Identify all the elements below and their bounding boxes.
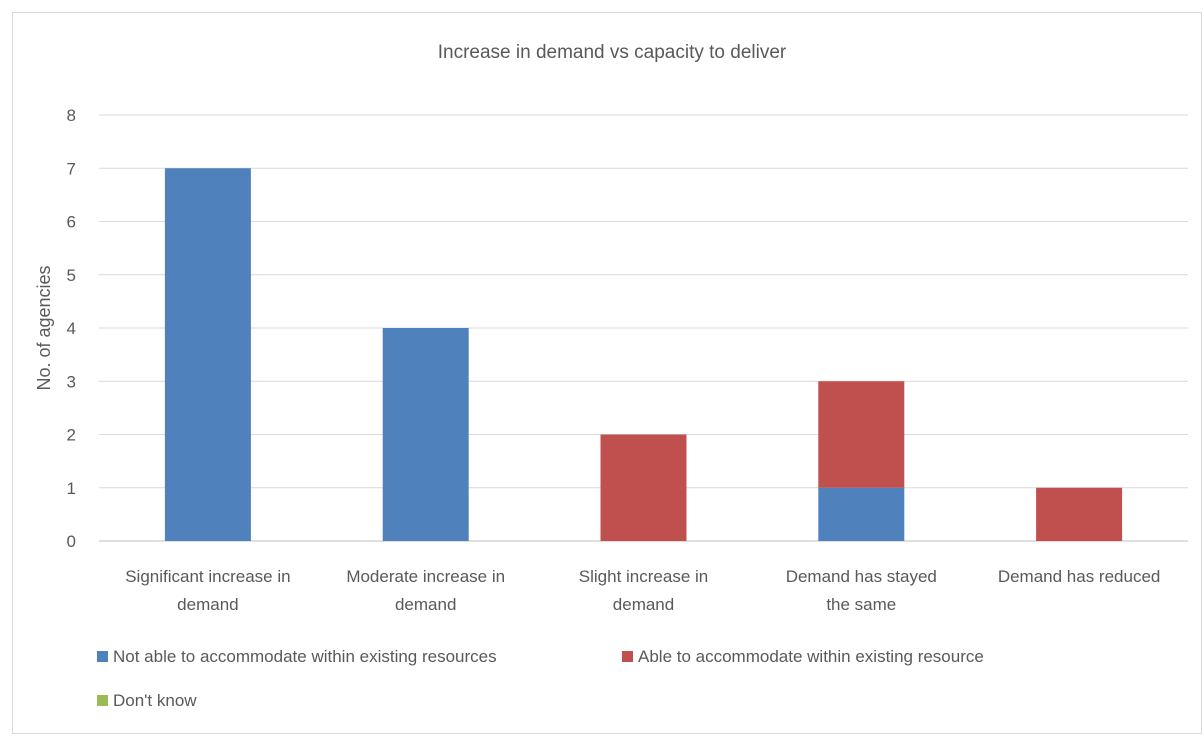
x-category-label: Significant increase in xyxy=(125,567,290,586)
bar-segment xyxy=(818,487,905,541)
legend-swatch xyxy=(97,651,108,662)
legend-label: Don't know xyxy=(113,691,197,710)
bar-segment xyxy=(1036,487,1123,541)
gridlines xyxy=(99,114,1188,542)
y-tick-label: 3 xyxy=(67,372,76,391)
x-category-label: demand xyxy=(395,595,456,614)
x-category-label: Moderate increase in xyxy=(346,567,505,586)
y-tick-label: 8 xyxy=(67,106,76,125)
bar-segment xyxy=(164,168,251,541)
x-category-label: Demand has reduced xyxy=(998,567,1161,586)
y-tick-label: 4 xyxy=(67,319,76,338)
y-axis-ticks: 0 1 2 3 4 5 6 7 8 xyxy=(67,106,76,551)
y-tick-label: 5 xyxy=(67,266,76,285)
x-category-label: the same xyxy=(826,595,896,614)
legend-swatch xyxy=(622,651,633,662)
legend-label: Able to accommodate within existing reso… xyxy=(638,647,984,666)
y-axis-label: No. of agencies xyxy=(34,265,54,390)
x-category-label: demand xyxy=(613,595,674,614)
x-category-label: Demand has stayed xyxy=(786,567,937,586)
y-tick-label: 0 xyxy=(67,532,76,551)
bar-segment xyxy=(600,434,687,541)
y-tick-label: 1 xyxy=(67,479,76,498)
x-category-label: Slight increase in xyxy=(579,567,708,586)
y-tick-label: 7 xyxy=(67,159,76,178)
legend-swatch xyxy=(97,695,108,706)
bars xyxy=(164,168,1123,541)
bar-segment xyxy=(382,328,469,541)
y-tick-label: 2 xyxy=(67,426,76,445)
legend: Not able to accommodate within existing … xyxy=(97,647,984,710)
bar-segment xyxy=(818,381,905,488)
x-category-label: demand xyxy=(177,595,238,614)
legend-label: Not able to accommodate within existing … xyxy=(113,647,497,666)
y-tick-label: 6 xyxy=(67,213,76,232)
chart-title: Increase in demand vs capacity to delive… xyxy=(438,42,787,63)
x-axis-categories: Significant increase in demand Moderate in… xyxy=(125,567,1160,614)
